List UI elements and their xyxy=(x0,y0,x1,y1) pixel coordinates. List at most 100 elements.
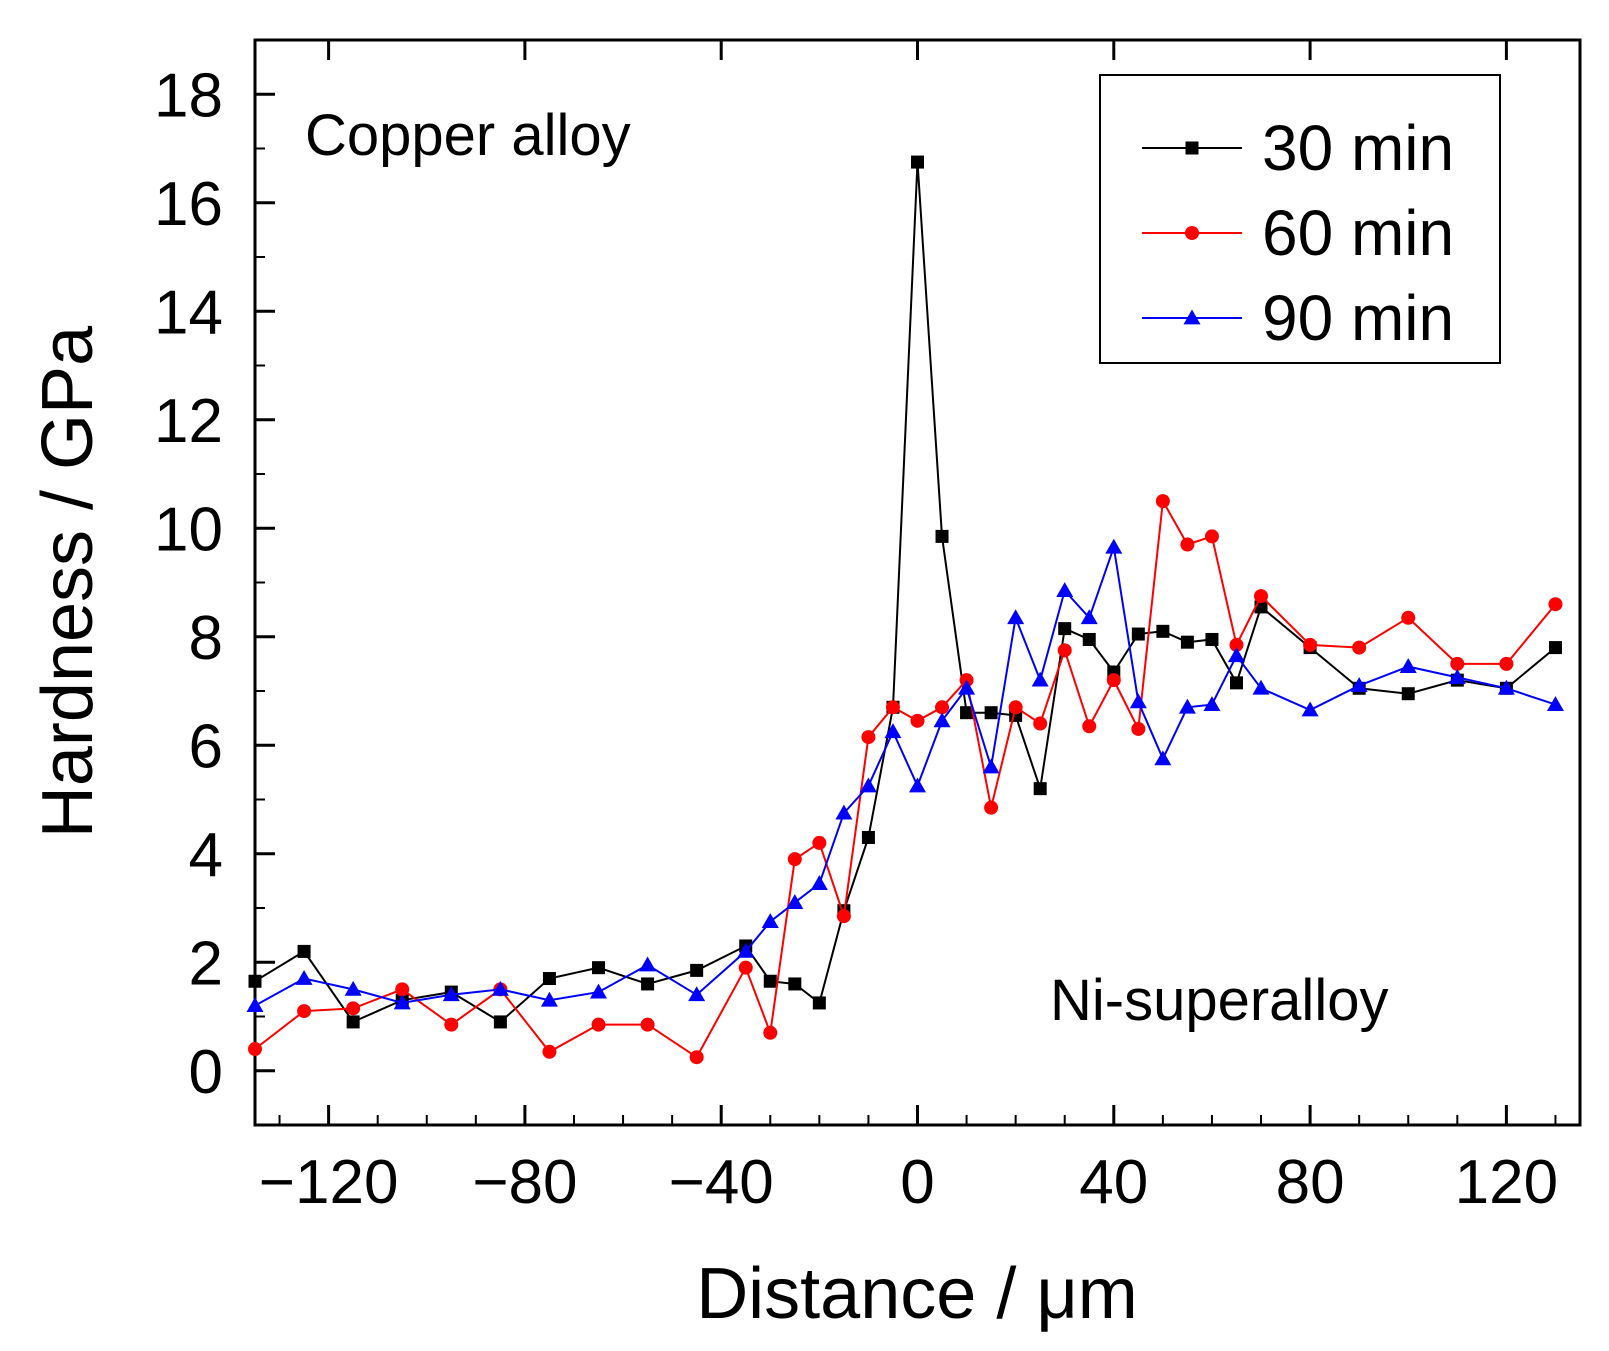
data-point-90-min xyxy=(1497,679,1515,695)
data-point-30-min xyxy=(763,974,777,988)
data-point-60-min xyxy=(812,835,827,850)
series-30-min xyxy=(248,155,1562,1029)
data-point-60-min xyxy=(542,1044,557,1059)
data-point-60-min xyxy=(1548,597,1563,612)
data-point-90-min xyxy=(958,679,976,695)
y-tick-label: 18 xyxy=(154,61,223,130)
data-point-90-min xyxy=(982,758,1000,774)
data-point-90-min xyxy=(810,875,828,890)
data-point-90-min xyxy=(393,994,411,1010)
data-point-60-min xyxy=(910,713,925,728)
y-axis-title: Hardness / GPa xyxy=(28,325,108,838)
series-line-30-min xyxy=(254,162,1557,1024)
data-point-60-min xyxy=(1155,494,1170,509)
data-point-30-min xyxy=(911,155,924,169)
data-point-30-min xyxy=(960,706,974,720)
data-point-90-min xyxy=(1350,677,1368,692)
data-point-60-min xyxy=(1303,637,1318,652)
data-point-60-min xyxy=(1204,529,1219,544)
data-point-90-min xyxy=(1546,696,1564,711)
y-tick-label: 4 xyxy=(189,821,223,890)
data-point-30-min xyxy=(248,974,262,988)
data-point-60-min xyxy=(861,730,876,745)
series-line-60-min xyxy=(254,497,1557,1059)
x-tick-label: 120 xyxy=(1455,1148,1558,1217)
data-point-30-min xyxy=(1548,641,1562,655)
data-point-90-min xyxy=(688,986,706,1002)
data-point-60-min xyxy=(1180,537,1195,552)
data-point-30-min xyxy=(861,830,875,844)
x-tick-label: −80 xyxy=(472,1148,577,1217)
data-point-30-min xyxy=(346,1015,360,1029)
y-tick-label: 8 xyxy=(189,604,223,673)
data-point-60-min xyxy=(885,700,900,715)
data-point-30-min xyxy=(690,963,704,977)
data-point-30-min xyxy=(641,977,655,991)
series-layer xyxy=(246,155,1564,1065)
y-tick-label: 16 xyxy=(154,170,223,239)
data-point-90-min xyxy=(344,980,362,996)
data-point-90-min xyxy=(1031,671,1049,687)
data-point-90-min xyxy=(1399,658,1417,673)
data-point-60-min xyxy=(1106,673,1121,688)
legend-items: 30 min 60 min 90 min xyxy=(1142,112,1454,354)
data-point-60-min xyxy=(1254,589,1269,604)
data-point-60-min xyxy=(1131,721,1146,736)
data-point-90-min xyxy=(295,970,313,985)
legend-marker xyxy=(1185,141,1199,155)
data-point-30-min xyxy=(1229,676,1243,690)
data-point-90-min xyxy=(491,980,509,996)
data-point-30-min xyxy=(1180,635,1194,649)
legend-item-90-min: 90 min xyxy=(1142,282,1454,354)
data-point-60-min xyxy=(591,1017,606,1032)
data-point-90-min xyxy=(1203,696,1221,711)
data-point-60-min xyxy=(738,960,753,975)
x-tick-label: 40 xyxy=(1079,1148,1148,1217)
data-point-30-min xyxy=(1156,624,1170,638)
data-point-90-min xyxy=(1080,609,1098,625)
data-point-60-min xyxy=(935,700,950,715)
data-point-60-min xyxy=(248,1042,262,1057)
legend-label: 60 min xyxy=(1262,197,1454,269)
legend-label: 30 min xyxy=(1262,112,1454,184)
data-point-90-min xyxy=(835,804,853,820)
x-tick-label: −120 xyxy=(259,1148,399,1217)
series-90-min xyxy=(246,538,1564,1013)
x-tick-label: 0 xyxy=(900,1148,934,1217)
y-tick-label: 2 xyxy=(189,929,223,998)
legend-item-30-min: 30 min xyxy=(1142,112,1454,184)
data-point-30-min xyxy=(1131,627,1145,641)
data-point-30-min xyxy=(493,1015,507,1029)
data-point-30-min xyxy=(592,961,606,975)
data-point-90-min xyxy=(737,942,755,958)
data-point-60-min xyxy=(1033,716,1048,731)
data-point-30-min xyxy=(984,706,998,720)
data-point-60-min xyxy=(1082,719,1097,734)
data-point-30-min xyxy=(935,529,949,543)
data-point-60-min xyxy=(1229,637,1244,652)
data-point-60-min xyxy=(1499,656,1514,671)
data-point-60-min xyxy=(787,852,802,867)
data-point-90-min xyxy=(1129,693,1147,709)
data-point-90-min xyxy=(859,777,877,793)
data-point-90-min xyxy=(1178,698,1196,714)
data-point-90-min xyxy=(1056,582,1074,598)
data-point-60-min xyxy=(689,1050,704,1065)
legend-marker xyxy=(1185,226,1199,240)
data-point-30-min xyxy=(1082,632,1096,646)
axis-ticks: −120 −80 −40 0 40 80 120 0 2 4 6 8 10 12 14 16 18 xyxy=(154,39,1558,1217)
x-tick-label: 80 xyxy=(1276,1148,1345,1217)
data-point-60-min xyxy=(1057,643,1072,658)
data-point-60-min xyxy=(836,909,851,924)
series-60-min xyxy=(248,494,1563,1065)
data-point-60-min xyxy=(346,1001,361,1016)
legend-box xyxy=(1099,74,1501,364)
y-tick-label: 10 xyxy=(154,495,223,564)
data-point-30-min xyxy=(812,996,826,1010)
data-point-30-min xyxy=(1205,632,1219,646)
data-point-90-min xyxy=(1301,701,1319,717)
data-point-60-min xyxy=(444,1017,459,1032)
data-point-60-min xyxy=(1352,640,1367,655)
